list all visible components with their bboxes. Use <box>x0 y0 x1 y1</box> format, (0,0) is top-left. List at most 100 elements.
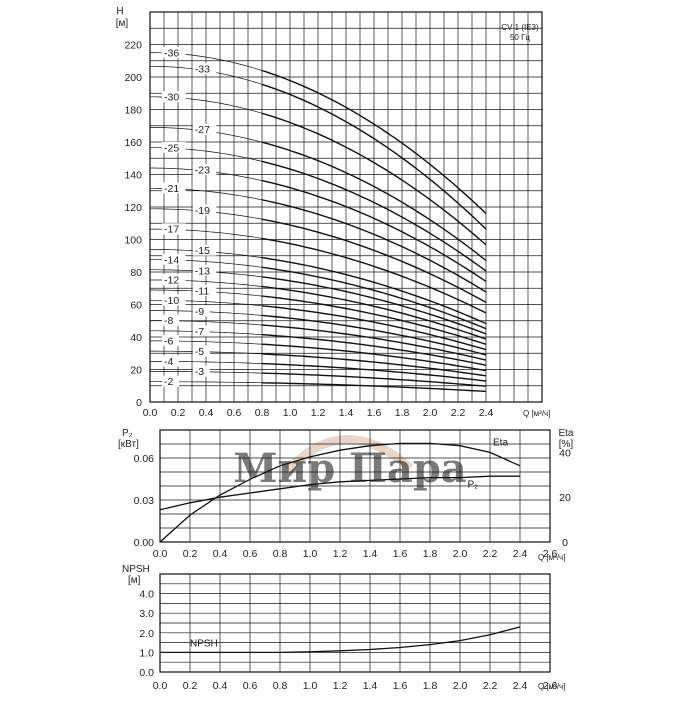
power-x-tick-label: 1.2 <box>333 548 348 560</box>
head-x-tick-label: 0.6 <box>227 407 242 419</box>
head-x-tick-label: 0.0 <box>143 407 158 419</box>
power-x-tick-label: 0.4 <box>213 548 228 560</box>
head-curve <box>261 372 487 387</box>
head-curve-label: -23 <box>195 165 210 177</box>
npsh-x-tick-label: 2.4 <box>513 680 528 692</box>
head-curve-label-bg <box>162 355 179 367</box>
power-x-tick-label: 1.0 <box>303 548 318 560</box>
head-curve <box>261 237 487 314</box>
power-y-right-label: Eta <box>558 428 573 439</box>
head-plot-frame <box>149 11 543 403</box>
head-curve <box>261 324 487 361</box>
head-curve-label-bg <box>192 63 217 75</box>
head-curve <box>261 83 487 230</box>
head-y-tick-label: 220 <box>124 40 142 52</box>
head-y-axis-label: H <box>116 6 123 17</box>
npsh-x-tick-label: 1.2 <box>333 680 348 692</box>
power-x-tick-label: 1.6 <box>393 548 408 560</box>
head-curve-label-bg <box>162 314 179 326</box>
head-curve <box>261 334 487 366</box>
head-x-tick-label: 1.2 <box>311 407 326 419</box>
head-curve <box>261 382 487 393</box>
head-curve <box>261 179 487 282</box>
npsh-x-tick-label: 2.0 <box>453 680 468 692</box>
head-curve-label-bg <box>192 325 210 337</box>
head-y-tick-label: 120 <box>124 202 142 214</box>
eta-curve <box>159 442 521 543</box>
watermark-text: Мир Пара <box>233 445 466 492</box>
npsh-x-tick-label: 1.8 <box>423 680 438 692</box>
head-curve-label: -11 <box>195 286 210 298</box>
head-curve-label: -33 <box>195 64 210 76</box>
head-x-axis-label: Q [м³/ч] <box>523 409 550 418</box>
head-x-tick-label: 2.0 <box>423 407 438 419</box>
head-curve-label-bg <box>162 274 186 286</box>
npsh-y-axis-label: NPSH <box>122 564 150 575</box>
head-curve-label-bg <box>162 182 186 194</box>
npsh-x-axis-label: Q [м³/ч] <box>538 682 565 691</box>
head-curve <box>261 343 487 372</box>
watermark-group: Мир Пара <box>233 435 467 492</box>
head-curve-label: -27 <box>195 124 210 136</box>
head-curve-label: -12 <box>164 275 179 287</box>
head-curve <box>261 256 487 325</box>
head-y-tick-label: 80 <box>130 267 142 279</box>
npsh-y-tick-label: 3.0 <box>139 608 154 620</box>
npsh-x-tick-label: 0.4 <box>213 680 228 692</box>
power-eta-chart: 0.00 0.03 0.06 0 20 40 0.0 0.2 0.4 0.6 0.8 1.0 1.2 1.… <box>118 428 574 562</box>
power-x-axis-label: Q [м³/ч] <box>538 553 565 562</box>
head-x-tick-label: 0.8 <box>255 407 270 419</box>
npsh-y-tick-label: 2.0 <box>139 628 154 640</box>
head-curve-label-bg <box>162 294 186 306</box>
head-curve <box>261 218 487 304</box>
npsh-chart: 0.0 1.0 2.0 3.0 4.0 0.0 0.2 0.4 0.6 0.8 1.0 1.2 1.4 1… <box>122 564 565 692</box>
head-curve-label: -7 <box>195 326 204 338</box>
head-curve <box>261 199 487 293</box>
head-curve-label: -8 <box>164 315 173 327</box>
head-curve-label-bg <box>192 244 217 256</box>
power-y-right-unit: [%] <box>559 439 574 450</box>
head-curve-label: -17 <box>164 224 179 236</box>
p2-curve <box>159 475 520 511</box>
head-curve <box>261 314 487 356</box>
power-y-left-unit: [кВт] <box>118 439 139 450</box>
head-y-tick-label: 160 <box>124 137 142 149</box>
head-x-tick-label: 0.4 <box>199 407 214 419</box>
head-curve-label-bg <box>162 223 186 235</box>
head-y-tick-label: 60 <box>130 300 142 312</box>
head-curve-label-bg <box>192 365 210 377</box>
head-x-tick-label: 1.4 <box>339 407 354 419</box>
power-x-tick-label: 0.6 <box>243 548 258 560</box>
power-x-tick-label: 1.4 <box>363 548 378 560</box>
head-x-tick-label: 2.2 <box>451 407 466 419</box>
head-y-axis-unit: [м] <box>116 18 129 29</box>
power-y-left-tick-label: 0.03 <box>134 495 155 507</box>
head-curve <box>261 353 487 377</box>
head-curve <box>261 141 487 262</box>
head-curve-label: -4 <box>164 356 173 368</box>
head-curve-label: -21 <box>164 183 179 195</box>
npsh-x-tick-label: 0.8 <box>273 680 288 692</box>
head-curve-label-bg <box>192 305 210 317</box>
head-curve-label-bg <box>192 123 217 135</box>
head-curve-label-bg <box>192 345 210 357</box>
head-curve-label-bg <box>162 253 186 265</box>
head-curve-label: -25 <box>164 142 179 154</box>
power-y-right-tick-label: 20 <box>559 492 571 504</box>
power-plot-frame <box>159 429 551 543</box>
head-curve <box>261 285 487 340</box>
npsh-x-tick-label: 1.4 <box>363 680 378 692</box>
p2-curve-label: P₂ <box>468 480 479 491</box>
head-curve-label: -15 <box>195 245 210 257</box>
head-curve <box>261 69 487 215</box>
head-curve-label-bg <box>192 264 217 276</box>
head-curve <box>261 362 487 382</box>
npsh-x-tick-label: 1.6 <box>393 680 408 692</box>
head-curve-label-bg <box>162 375 179 387</box>
power-x-tick-label: 0.0 <box>153 548 168 560</box>
power-x-tick-label: 2.2 <box>483 548 498 560</box>
model-label: CV 1 (IE3) <box>501 23 539 32</box>
npsh-x-tick-label: 1.0 <box>303 680 318 692</box>
head-curve-label: -10 <box>164 295 179 307</box>
